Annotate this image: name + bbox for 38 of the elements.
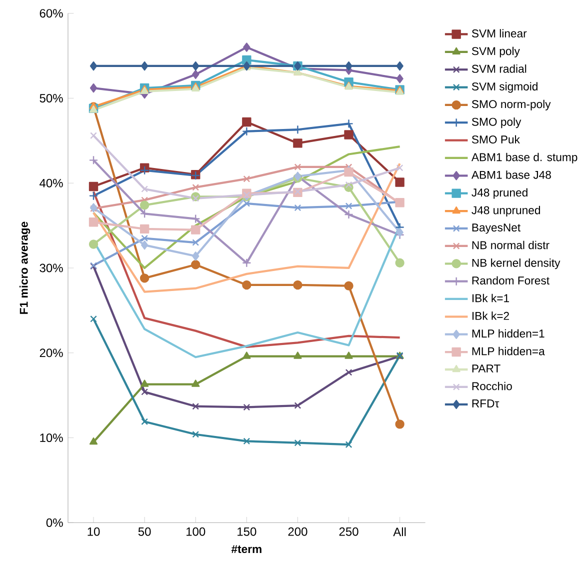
legend-label: SVM poly <box>472 46 520 58</box>
legend-label: SMO norm-poly <box>472 100 551 110</box>
x-tick-label: 250 <box>339 527 358 536</box>
y-tick-label: 10% <box>40 433 63 442</box>
legend-label: J48 unpruned <box>472 206 540 216</box>
legend-label: BayesNet <box>472 223 520 234</box>
y-tick-label: 30% <box>40 264 63 272</box>
x-tick-label: All <box>393 527 406 536</box>
legend-label: SMO poly <box>472 117 522 128</box>
y-tick-label: 60% <box>40 8 63 18</box>
legend-label: MLP hidden=a <box>472 346 545 356</box>
legend-label: SVM radial <box>472 64 526 73</box>
legend-label: MLP hidden=1 <box>472 329 544 338</box>
x-tick-label: 150 <box>238 527 256 536</box>
x-tick-label: 10 <box>88 527 100 536</box>
legend-label: Rocchio <box>472 382 512 390</box>
y-tick-label: 0% <box>46 518 63 527</box>
y-tick-label: 40% <box>40 178 63 188</box>
x-tick-label: 100 <box>186 527 206 536</box>
y-tick-label: 50% <box>40 94 63 102</box>
legend-label: SVM linear <box>472 28 527 38</box>
legend-label: IBk k=1 <box>472 294 509 302</box>
x-tick-label: 200 <box>288 527 308 536</box>
legend-label: ABM1 base d. stump <box>471 152 578 164</box>
legend-label: ABM1 base J48 <box>471 170 551 179</box>
legend-label: NB kernel density <box>472 258 560 269</box>
x-tick-label: 50 <box>138 527 151 536</box>
y-axis-title: F1 micro average <box>19 222 30 314</box>
legend-label: SVM sigmoid <box>472 82 538 93</box>
legend-label: PART <box>472 364 500 372</box>
x-axis-title: #term <box>231 545 262 553</box>
y-tick-label: 20% <box>40 348 63 357</box>
legend-label: NB normal distr <box>472 240 550 250</box>
legend-label: J48 pruned <box>472 188 528 199</box>
legend-label: IBk k=2 <box>472 311 509 320</box>
legend-label: SMO Puk <box>472 135 520 144</box>
legend-label: RFDτ <box>472 399 500 408</box>
legend-label: Random Forest <box>472 276 550 284</box>
